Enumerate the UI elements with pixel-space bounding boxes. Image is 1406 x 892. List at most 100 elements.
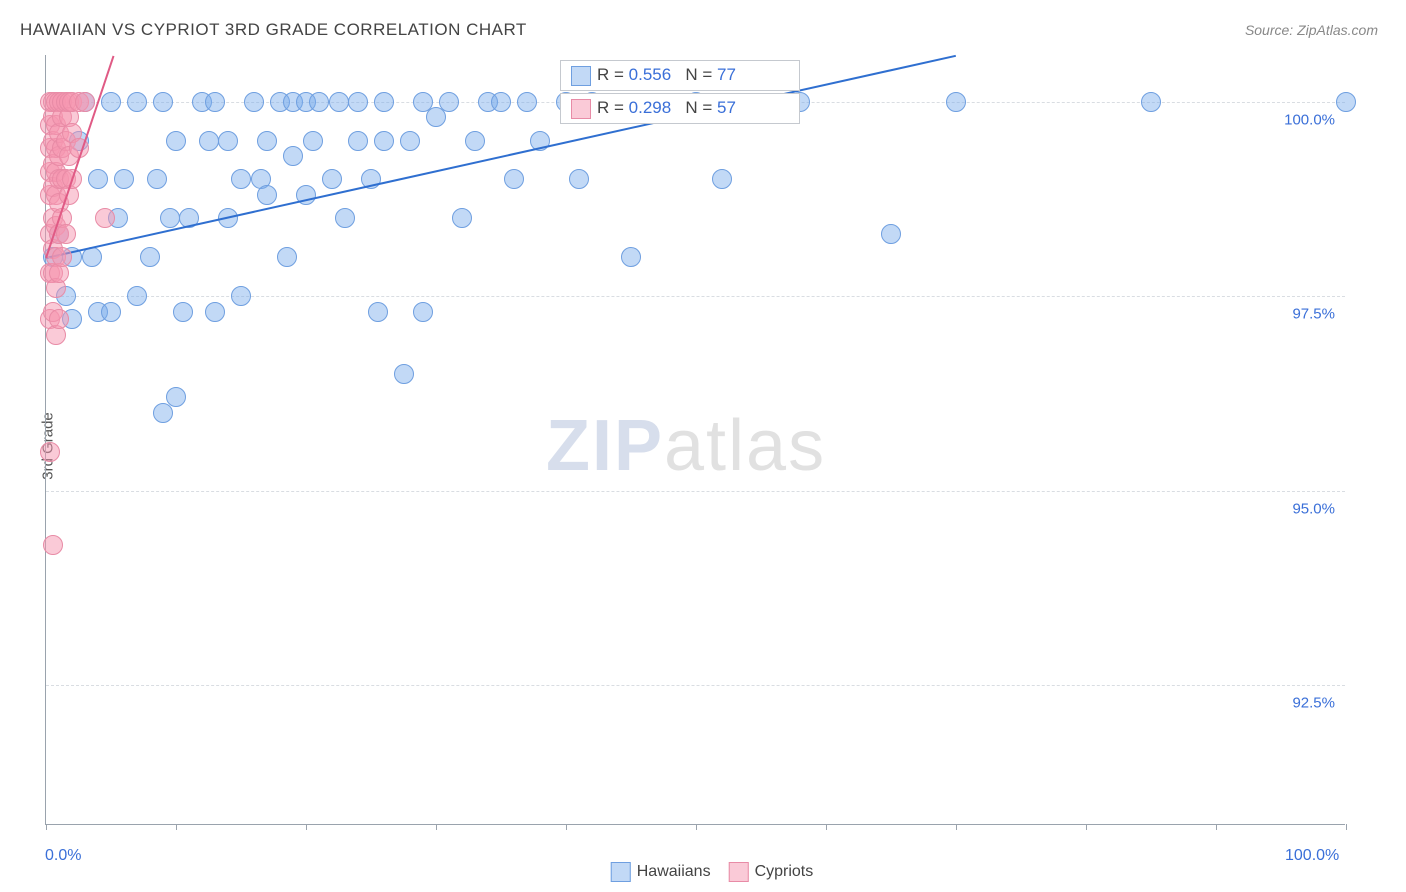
data-point <box>231 286 251 306</box>
watermark-atlas: atlas <box>664 406 826 486</box>
data-point <box>244 92 264 112</box>
y-tick-label: 92.5% <box>1292 695 1335 712</box>
data-point <box>569 169 589 189</box>
data-point <box>329 92 349 112</box>
watermark: ZIPatlas <box>546 405 826 487</box>
data-point <box>881 224 901 244</box>
x-tick <box>436 824 437 830</box>
x-tick <box>1086 824 1087 830</box>
data-point <box>160 208 180 228</box>
stat-r-value: 0.556 <box>629 65 672 84</box>
data-point <box>504 169 524 189</box>
data-point <box>75 92 95 112</box>
data-point <box>946 92 966 112</box>
stat-r-label: R = <box>597 98 629 117</box>
legend-swatch <box>571 66 591 86</box>
data-point <box>147 169 167 189</box>
x-axis-label: 100.0% <box>1285 847 1339 865</box>
x-tick <box>956 824 957 830</box>
data-point <box>166 387 186 407</box>
data-point <box>309 92 329 112</box>
x-tick <box>826 824 827 830</box>
data-point <box>153 92 173 112</box>
data-point <box>335 208 355 228</box>
stat-box: R = 0.556 N = 77 <box>560 60 800 91</box>
stat-n-value: 77 <box>717 65 736 84</box>
data-point <box>127 92 147 112</box>
data-point <box>40 442 60 462</box>
data-point <box>413 302 433 322</box>
gridline <box>46 685 1345 686</box>
data-point <box>56 224 76 244</box>
data-point <box>49 309 69 329</box>
data-point <box>322 169 342 189</box>
data-point <box>348 92 368 112</box>
data-point <box>205 92 225 112</box>
data-point <box>348 131 368 151</box>
data-point <box>621 247 641 267</box>
data-point <box>465 131 485 151</box>
data-point <box>101 302 121 322</box>
data-point <box>257 185 277 205</box>
x-tick <box>1346 824 1347 830</box>
data-point <box>368 302 388 322</box>
chart-title: HAWAIIAN VS CYPRIOT 3RD GRADE CORRELATIO… <box>20 20 527 40</box>
data-point <box>491 92 511 112</box>
source-attribution: Source: ZipAtlas.com <box>1245 22 1378 38</box>
data-point <box>283 146 303 166</box>
data-point <box>517 92 537 112</box>
x-tick <box>696 824 697 830</box>
data-point <box>1141 92 1161 112</box>
data-point <box>452 208 472 228</box>
data-point <box>374 131 394 151</box>
data-point <box>400 131 420 151</box>
data-point <box>374 92 394 112</box>
legend-label: Cypriots <box>755 863 814 880</box>
data-point <box>140 247 160 267</box>
x-axis-label: 0.0% <box>45 847 81 865</box>
gridline <box>46 491 1345 492</box>
data-point <box>231 169 251 189</box>
x-tick <box>176 824 177 830</box>
legend: Hawaiians Cypriots <box>593 862 814 882</box>
stat-r-label: R = <box>597 65 629 84</box>
data-point <box>303 131 323 151</box>
data-point <box>205 302 225 322</box>
stat-n-label: N = <box>671 98 717 117</box>
data-point <box>1336 92 1356 112</box>
y-tick-label: 97.5% <box>1292 306 1335 323</box>
data-point <box>88 169 108 189</box>
data-point <box>43 535 63 555</box>
data-point <box>277 247 297 267</box>
x-tick <box>1216 824 1217 830</box>
data-point <box>173 302 193 322</box>
legend-label: Hawaiians <box>637 863 711 880</box>
data-point <box>257 131 277 151</box>
stat-n-label: N = <box>671 65 717 84</box>
legend-swatch <box>571 99 591 119</box>
watermark-zip: ZIP <box>546 406 664 486</box>
data-point <box>114 169 134 189</box>
data-point <box>95 208 115 228</box>
stat-n-value: 57 <box>717 98 736 117</box>
plot-area: ZIPatlas 92.5% 95.0% 97.5% 100.0% <box>45 55 1345 825</box>
data-point <box>218 131 238 151</box>
y-tick-label: 95.0% <box>1292 500 1335 517</box>
stat-r-value: 0.298 <box>629 98 672 117</box>
data-point <box>712 169 732 189</box>
x-tick <box>306 824 307 830</box>
data-point <box>394 364 414 384</box>
data-point <box>101 92 121 112</box>
trend-line <box>46 55 956 259</box>
data-point <box>439 92 459 112</box>
data-point <box>127 286 147 306</box>
stat-box: R = 0.298 N = 57 <box>560 93 800 124</box>
x-tick <box>566 824 567 830</box>
y-tick-label: 100.0% <box>1284 111 1335 128</box>
x-tick <box>46 824 47 830</box>
data-point <box>166 131 186 151</box>
legend-swatch <box>729 862 749 882</box>
legend-swatch <box>611 862 631 882</box>
data-point <box>52 247 72 267</box>
data-point <box>199 131 219 151</box>
